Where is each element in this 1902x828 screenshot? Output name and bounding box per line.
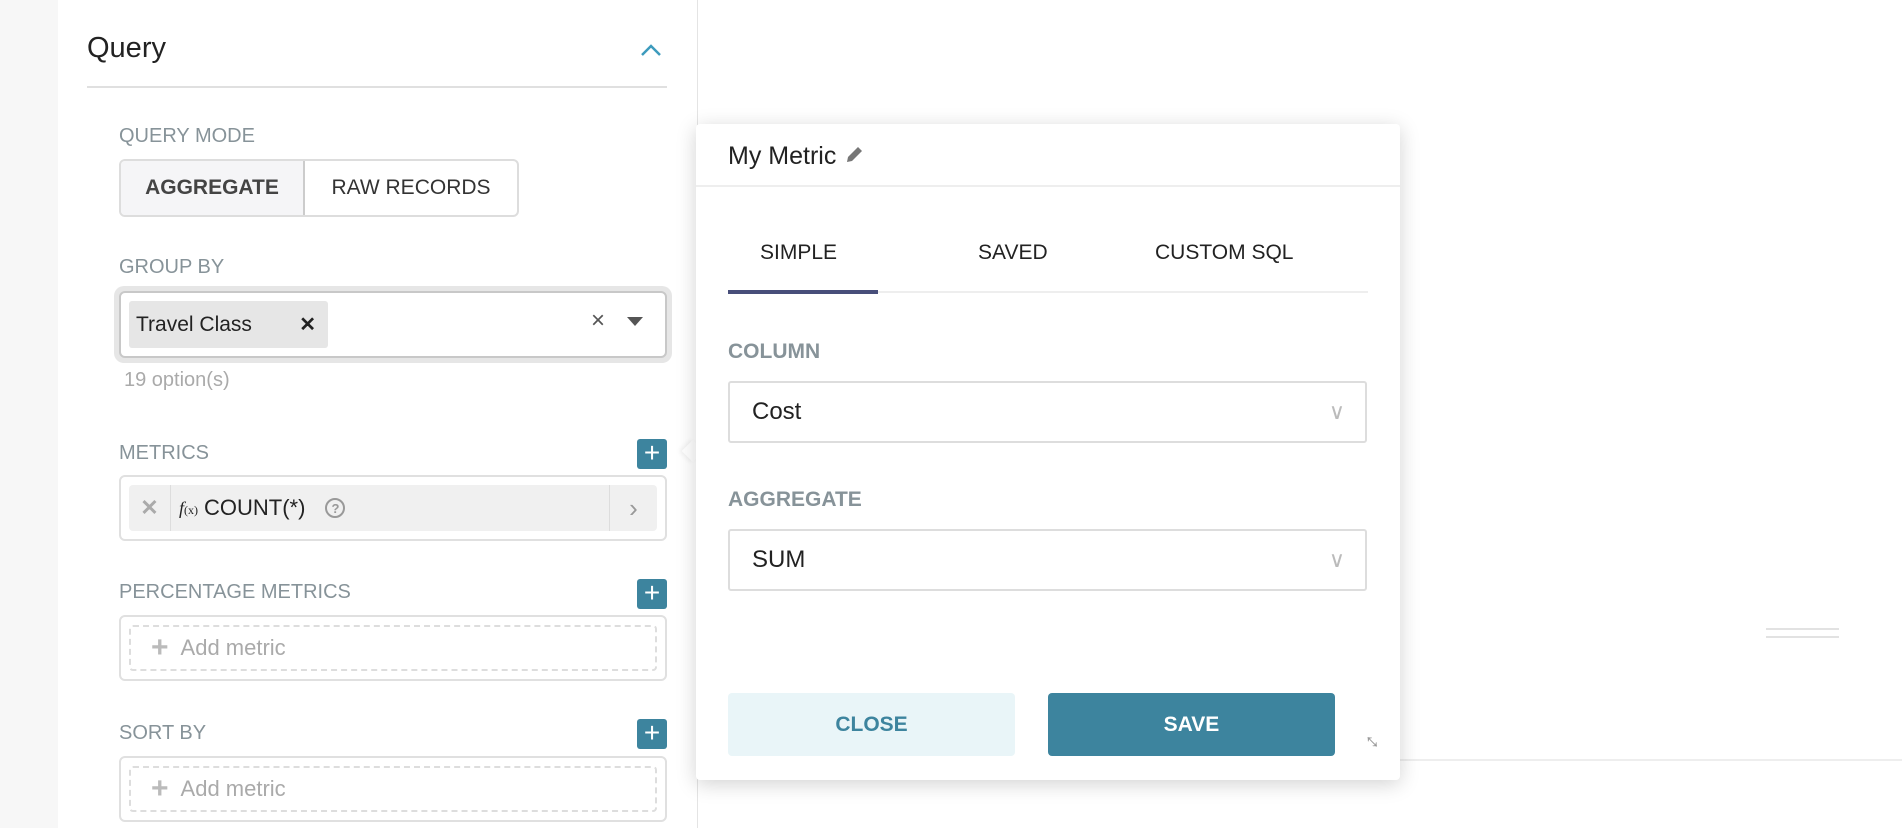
popover-header-divider	[696, 185, 1400, 187]
tag-label: Travel Class	[136, 312, 252, 336]
column-label: COLUMN	[728, 340, 821, 363]
add-percentage-metric-dropzone[interactable]: + Add metric	[129, 625, 657, 671]
sort-by-label: SORT BY	[119, 722, 207, 744]
query-panel	[58, 0, 698, 828]
group-by-select[interactable]: Travel Class ✕ ×	[114, 286, 672, 363]
aggregate-select[interactable]: SUM ∨	[728, 529, 1367, 591]
resize-icon[interactable]: ↕	[1358, 727, 1384, 754]
tab-custom-sql[interactable]: CUSTOM SQL	[1155, 241, 1294, 264]
drag-handle-line	[1766, 628, 1839, 630]
section-title: Query	[87, 32, 166, 64]
column-select[interactable]: Cost ∨	[728, 381, 1367, 443]
drag-handle-line	[1766, 636, 1839, 638]
add-percentage-metric-button[interactable]: +	[637, 579, 667, 609]
chart-divider	[1400, 759, 1902, 761]
left-gutter	[0, 0, 58, 828]
save-button[interactable]: SAVE	[1048, 693, 1335, 756]
tab-saved[interactable]: SAVED	[978, 241, 1048, 264]
tab-simple[interactable]: SIMPLE	[760, 241, 838, 264]
add-metric-button[interactable]: +	[637, 439, 667, 469]
chevron-down-icon: ∨	[1328, 399, 1345, 424]
metrics-label: METRICS	[119, 442, 209, 464]
chevron-up-icon[interactable]	[640, 40, 662, 62]
metric-chip[interactable]: ✕ f(x) COUNT(*) ? ›	[129, 485, 657, 531]
sort-by-box: + Add metric	[119, 756, 667, 822]
plus-icon: +	[151, 631, 169, 664]
chevron-down-icon: ∨	[1328, 547, 1345, 572]
plus-icon: +	[151, 772, 169, 805]
raw-records-mode-button[interactable]: RAW RECORDS	[331, 176, 491, 199]
remove-tag-icon[interactable]: ✕	[299, 314, 316, 336]
aggregate-label: AGGREGATE	[728, 488, 862, 511]
percentage-metrics-box: + Add metric	[119, 615, 667, 681]
metric-title[interactable]: My Metric	[728, 142, 865, 171]
pencil-icon[interactable]	[843, 144, 865, 166]
help-icon[interactable]: ?	[325, 498, 346, 518]
group-by-tag: Travel Class ✕	[129, 301, 328, 348]
clear-icon[interactable]: ×	[590, 307, 605, 334]
add-sort-button[interactable]: +	[637, 719, 667, 749]
aggregate-mode-button[interactable]: AGGREGATE	[121, 161, 305, 215]
remove-metric-icon[interactable]: ✕	[129, 485, 171, 531]
metric-name: COUNT(*)	[204, 495, 306, 520]
chevron-right-icon[interactable]: ›	[609, 485, 657, 531]
query-mode-toggle: AGGREGATE RAW RECORDS	[119, 159, 519, 217]
percentage-metrics-label: PERCENTAGE METRICS	[119, 581, 351, 603]
query-mode-label: QUERY MODE	[119, 125, 255, 147]
metric-popover: My Metric SIMPLE SAVED CUSTOM SQL COLUMN…	[696, 124, 1400, 780]
metrics-box: ✕ f(x) COUNT(*) ? ›	[119, 475, 667, 541]
function-icon: f(x)	[179, 497, 199, 518]
active-tab-indicator	[728, 290, 878, 294]
divider	[87, 86, 667, 88]
group-by-label: GROUP BY	[119, 256, 225, 278]
close-button[interactable]: CLOSE	[728, 693, 1015, 756]
caret-down-icon[interactable]	[627, 317, 643, 326]
options-count: 19 option(s)	[124, 369, 230, 391]
tab-bar-line	[728, 291, 1368, 293]
add-sort-metric-dropzone[interactable]: + Add metric	[129, 766, 657, 812]
